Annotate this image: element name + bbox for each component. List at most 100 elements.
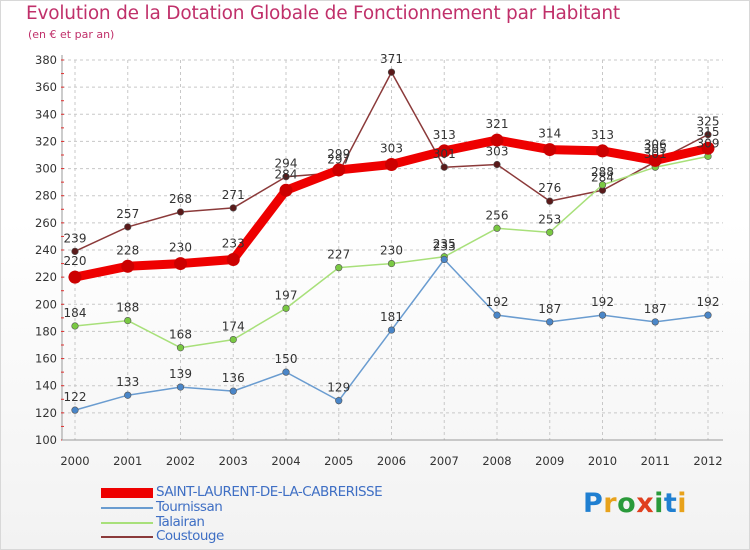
- legend-swatch: [101, 488, 153, 498]
- data-point: [440, 163, 448, 171]
- data-point: [387, 326, 396, 334]
- y-tick-label: 120: [35, 406, 57, 420]
- data-point: [176, 383, 185, 391]
- data-point: [493, 311, 501, 319]
- data-label: 299: [327, 147, 350, 161]
- x-tick-label: 2005: [324, 454, 353, 468]
- data-label: 303: [380, 142, 403, 156]
- data-label: 228: [116, 243, 139, 257]
- data-label: 233: [222, 237, 245, 251]
- data-label: 325: [697, 115, 720, 129]
- data-point: [493, 160, 501, 169]
- data-point: [543, 143, 557, 157]
- data-label: 139: [169, 367, 192, 381]
- data-label: 239: [64, 231, 87, 245]
- data-label: 174: [222, 320, 245, 334]
- data-label: 315: [697, 125, 720, 139]
- data-point: [335, 397, 343, 405]
- data-label: 271: [222, 188, 245, 202]
- data-point: [229, 335, 237, 344]
- data-point: [490, 133, 504, 147]
- x-tick-label: 2009: [535, 454, 564, 468]
- data-point: [71, 322, 79, 330]
- y-tick-label: 200: [35, 297, 57, 311]
- data-label: 122: [64, 390, 87, 404]
- x-tick-label: 2012: [693, 454, 722, 468]
- data-point: [335, 264, 343, 272]
- data-label: 192: [486, 295, 509, 309]
- data-label: 303: [486, 145, 509, 159]
- data-label: 192: [591, 295, 614, 309]
- data-label: 168: [169, 328, 192, 342]
- data-point: [124, 316, 132, 325]
- data-point: [701, 141, 715, 155]
- y-tick-label: 220: [35, 270, 57, 284]
- data-label: 235: [433, 237, 456, 251]
- x-tick-label: 2011: [641, 454, 670, 468]
- data-label: 230: [169, 241, 192, 255]
- data-point: [71, 247, 79, 255]
- data-point: [332, 163, 346, 177]
- logo-letter: x: [636, 488, 655, 519]
- logo-letter: i: [654, 488, 664, 519]
- data-label: 227: [327, 248, 350, 262]
- data-label: 187: [538, 302, 561, 316]
- x-tick-label: 2008: [482, 454, 511, 468]
- x-tick-label: 2004: [271, 454, 300, 468]
- data-label: 321: [486, 117, 509, 131]
- data-point: [598, 181, 607, 189]
- data-point: [176, 208, 185, 216]
- y-tick-label: 340: [35, 107, 57, 121]
- data-point: [387, 68, 396, 76]
- data-point: [229, 204, 237, 212]
- x-tick-label: 2001: [113, 454, 142, 468]
- y-tick-label: 160: [35, 352, 57, 366]
- data-point: [598, 311, 607, 319]
- data-label: 284: [275, 167, 298, 181]
- data-label: 301: [644, 147, 667, 161]
- y-tick-label: 300: [35, 162, 57, 176]
- data-label: 150: [275, 352, 298, 366]
- data-label: 220: [64, 254, 87, 268]
- data-point: [546, 318, 554, 326]
- data-point: [121, 259, 135, 273]
- data-point: [385, 158, 398, 171]
- logo-letter: r: [603, 488, 618, 519]
- data-label: 276: [538, 181, 561, 195]
- data-point: [546, 197, 554, 205]
- data-label: 129: [327, 381, 350, 395]
- data-point: [437, 144, 451, 158]
- legend-swatch: [101, 536, 153, 538]
- x-tick-label: 2010: [588, 454, 617, 468]
- legend-label: Talairan: [156, 514, 205, 530]
- data-point: [704, 131, 712, 139]
- data-point: [546, 228, 554, 236]
- data-point: [229, 387, 237, 395]
- data-label: 188: [116, 301, 139, 315]
- legend-swatch: [101, 522, 153, 524]
- x-tick-label: 2007: [430, 454, 459, 468]
- data-label: 284: [591, 170, 614, 184]
- x-tick-label: 2003: [219, 454, 248, 468]
- x-tick-label: 2006: [377, 454, 406, 468]
- data-point: [71, 406, 79, 414]
- data-point: [651, 318, 659, 326]
- data-label: 257: [116, 207, 139, 221]
- data-point: [440, 255, 448, 264]
- y-tick-label: 380: [35, 53, 57, 67]
- y-tick-label: 360: [35, 80, 57, 94]
- data-label: 305: [644, 142, 667, 156]
- x-tick-label: 2002: [166, 454, 195, 468]
- y-tick-label: 100: [35, 433, 57, 447]
- data-label: 309: [697, 136, 720, 150]
- logo-letter: t: [663, 488, 678, 519]
- y-tick-label: 260: [35, 216, 57, 230]
- data-point: [279, 183, 293, 197]
- data-label: 233: [433, 240, 456, 254]
- data-point: [493, 224, 501, 232]
- x-tick-label: 2000: [60, 454, 89, 468]
- data-label: 313: [591, 128, 614, 142]
- data-point: [68, 270, 82, 284]
- data-label: 184: [64, 306, 87, 320]
- y-tick-label: 140: [35, 379, 57, 393]
